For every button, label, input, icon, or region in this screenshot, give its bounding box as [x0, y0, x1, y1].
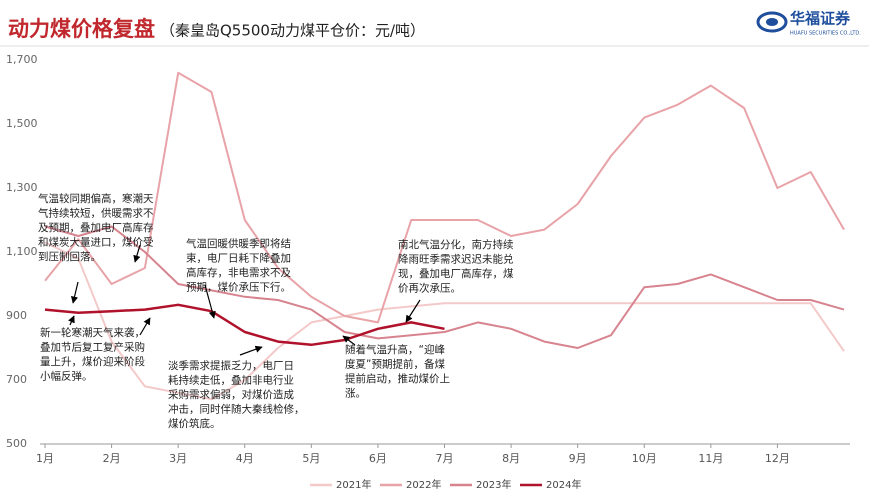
annotation: 量上升，煤价迎来阶段 [40, 355, 145, 368]
annotation: 和煤炭大量进口，煤价受 [38, 236, 154, 249]
subtitle: （秦皇岛Q5500动力煤平仓价：元/吨） [160, 22, 425, 40]
legend-label: 2023年 [476, 478, 511, 491]
logo-text: 华福证券 [790, 10, 851, 28]
series-line [44, 225, 845, 349]
annotation: 煤价筑底。 [168, 417, 221, 430]
annotation: 及预期，叠加电厂高库存 [38, 221, 154, 234]
x-tick-label: 11月 [698, 452, 723, 465]
title: 动力煤价格复盘 [8, 17, 155, 41]
y-tick-label: 1,700 [6, 53, 38, 66]
logo-icon [766, 18, 778, 26]
annotation: 新一轮寒潮天气来袭， [40, 326, 145, 339]
legend-label: 2024年 [546, 478, 581, 491]
annotation: 气温较同期偏高，寒潮天 [38, 192, 154, 205]
annotation: 淡季需求提振乏力，电厂日 [168, 359, 294, 372]
annotation: 高库存，非电需求不及 [186, 266, 291, 279]
annotation: 叠加节后复工复产采购 [40, 341, 145, 354]
annotation: 南北气温分化，南方持续 [398, 238, 514, 251]
x-tick-label: 9月 [569, 452, 587, 465]
annotation: 到压制回落。 [38, 250, 101, 263]
annotation: 度夏”预期提前，备煤 [345, 358, 445, 371]
annotation: 涨。 [345, 388, 366, 400]
x-tick-label: 1月 [36, 452, 54, 465]
annotation: 预期，煤价承压下行。 [186, 281, 291, 294]
x-tick-label: 4月 [236, 452, 254, 465]
annotation: 价再次承压。 [398, 282, 461, 295]
series-line [44, 71, 845, 324]
y-tick-label: 1,100 [6, 245, 38, 258]
annotation: 小幅反弹。 [40, 370, 93, 383]
annotation: 气持续较短，供暖需求不 [38, 207, 154, 220]
annotation: 采购需求偏弱，对煤价造成 [168, 388, 294, 401]
annotation: 耗持续走低，叠加非电行业 [168, 374, 294, 387]
y-tick-label: 900 [6, 309, 27, 322]
annotation: 气温回暖供暖季即将结 [186, 237, 291, 250]
x-tick-label: 6月 [369, 452, 387, 465]
annotation: 随着气温升高，“迎峰 [345, 343, 445, 356]
x-tick-label: 12月 [765, 452, 790, 465]
legend-label: 2022年 [406, 478, 441, 491]
arrows [68, 244, 421, 356]
x-tick-label: 2月 [103, 452, 121, 465]
x-tick-label: 8月 [502, 452, 520, 465]
logo-sub: HUAFU SECURITIES CO.,LTD. [790, 31, 861, 37]
y-tick-label: 1,300 [6, 181, 38, 194]
logo-icon [756, 11, 788, 33]
annotation: 提前启动，推动煤价上 [345, 372, 450, 385]
legend-label: 2021年 [336, 478, 371, 491]
y-tick-label: 500 [6, 437, 27, 450]
y-tick-label: 700 [6, 373, 27, 386]
x-tick-label: 10月 [632, 452, 657, 465]
series-line [44, 241, 845, 401]
x-tick-label: 5月 [302, 452, 320, 465]
annotation: 现，叠加电厂高库存，煤 [398, 267, 514, 280]
annotation: 降雨旺季需求迟迟未能兑 [398, 253, 514, 266]
annotation: 冲击，同时伴随大秦线检修， [168, 403, 305, 416]
x-tick-label: 7月 [436, 452, 454, 465]
annotation: 束，电厂日耗下降叠加 [186, 252, 291, 265]
y-tick-label: 1,500 [6, 117, 38, 130]
x-tick-label: 3月 [169, 452, 187, 465]
series-line [44, 303, 445, 347]
